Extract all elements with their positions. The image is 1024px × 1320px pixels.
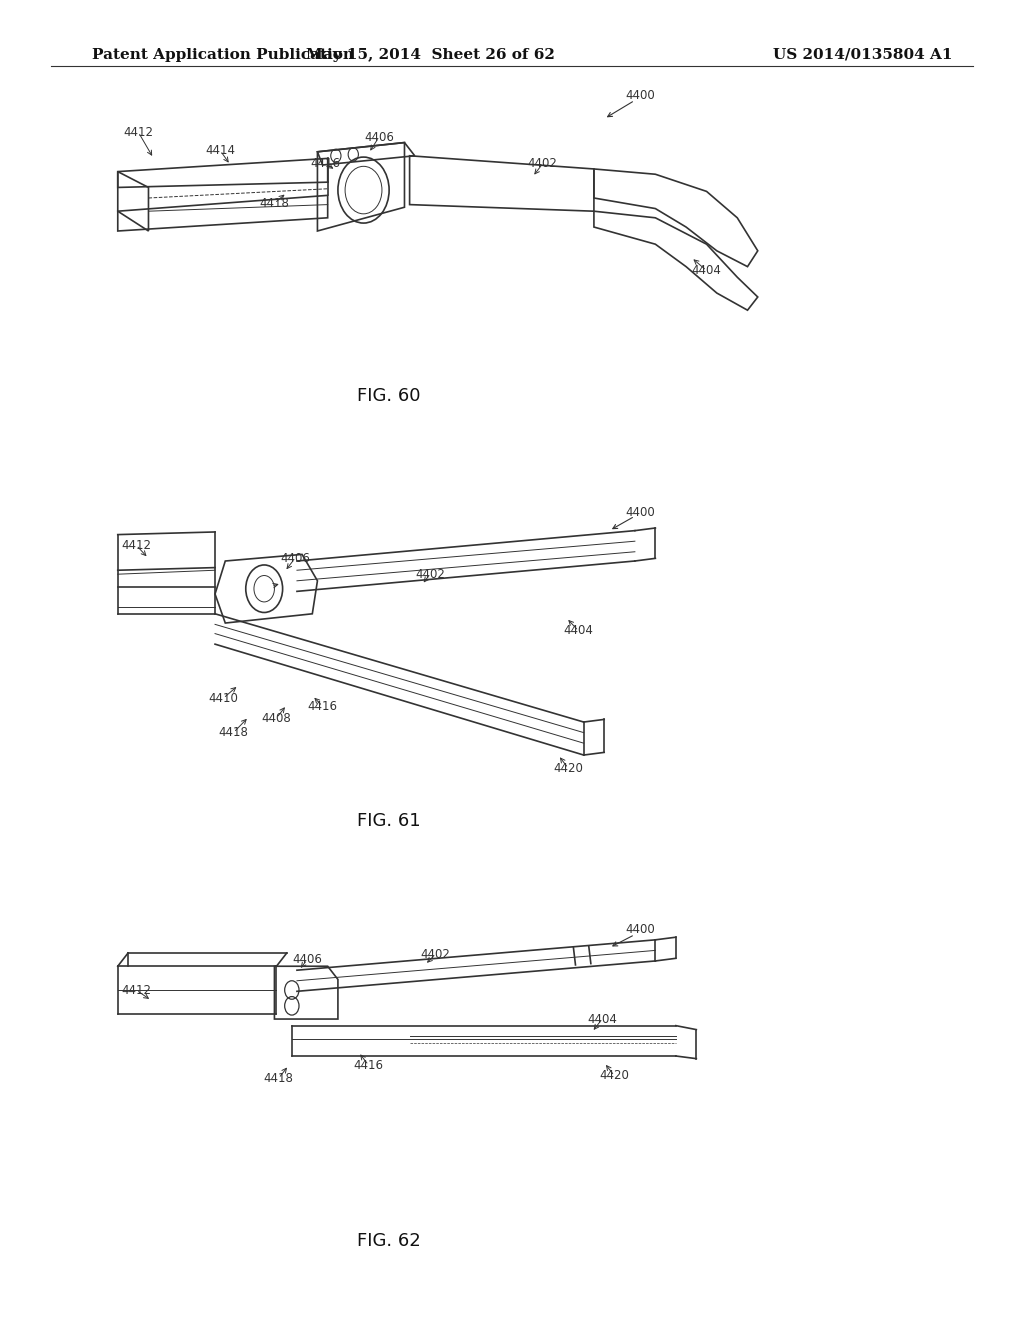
Text: 4406: 4406 [364,131,394,144]
Text: 4404: 4404 [563,624,594,638]
Text: 4414: 4414 [205,144,236,157]
Text: 4408: 4408 [261,711,292,725]
Text: 4402: 4402 [527,157,558,170]
Text: 4418: 4418 [263,1072,294,1085]
Text: 4412: 4412 [123,125,154,139]
Text: 4418: 4418 [259,197,290,210]
Text: 4400: 4400 [625,506,655,519]
Text: 4406: 4406 [280,552,310,565]
Text: 4416: 4416 [307,700,338,713]
Text: May 15, 2014  Sheet 26 of 62: May 15, 2014 Sheet 26 of 62 [305,48,555,62]
Text: Patent Application Publication: Patent Application Publication [92,48,354,62]
Text: 4402: 4402 [420,948,451,961]
Text: 4412: 4412 [121,983,152,997]
Text: FIG. 60: FIG. 60 [357,387,421,405]
Text: 4406: 4406 [292,953,323,966]
Text: FIG. 62: FIG. 62 [357,1232,421,1250]
Text: 4402: 4402 [415,568,445,581]
Text: 4400: 4400 [625,88,655,102]
Text: 4416: 4416 [353,1059,384,1072]
Text: FIG. 61: FIG. 61 [357,812,421,830]
Text: 4404: 4404 [587,1012,617,1026]
Text: US 2014/0135804 A1: US 2014/0135804 A1 [773,48,952,62]
Text: 4404: 4404 [691,264,722,277]
Text: 4420: 4420 [553,762,584,775]
Text: 4412: 4412 [121,539,152,552]
Text: 4420: 4420 [599,1069,630,1082]
Text: 4416: 4416 [310,157,341,170]
Text: 4400: 4400 [625,923,655,936]
Text: 4410: 4410 [208,692,239,705]
Text: 4418: 4418 [218,726,249,739]
